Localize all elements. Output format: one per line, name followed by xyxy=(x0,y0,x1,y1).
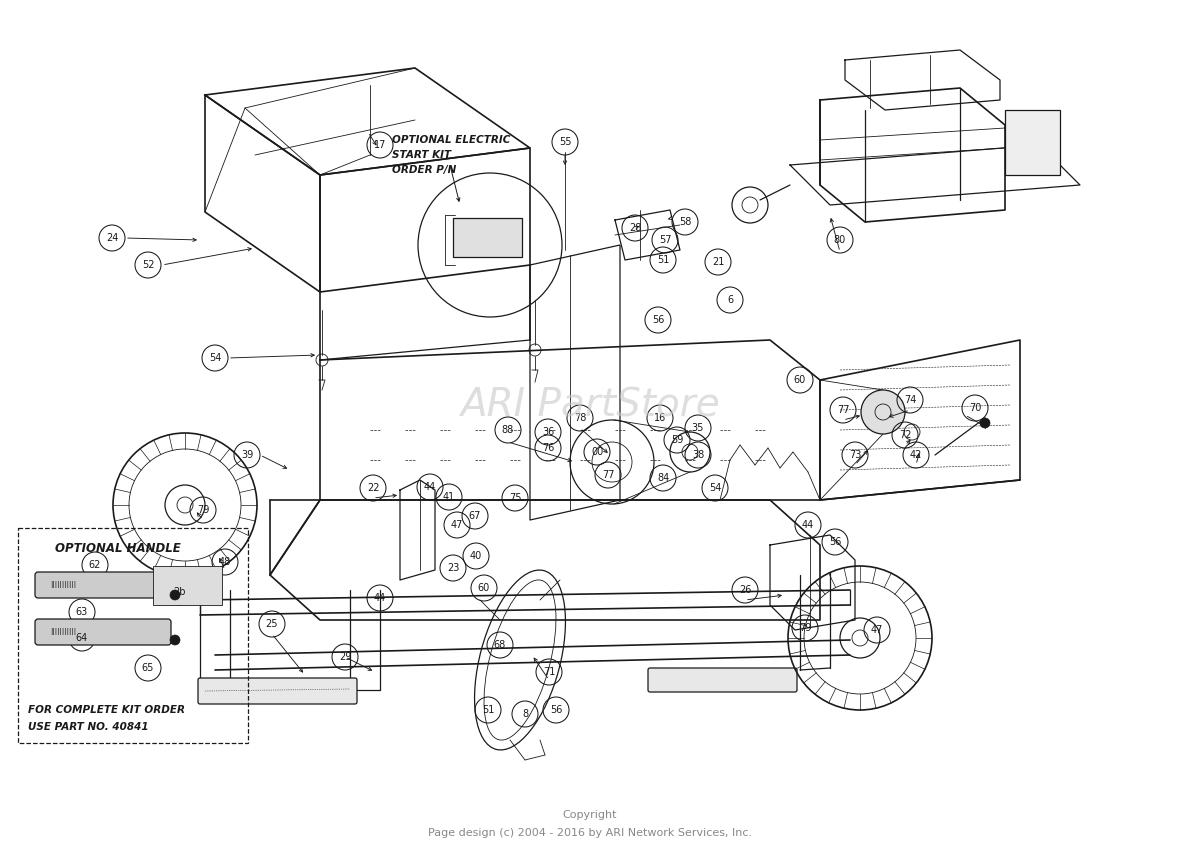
Text: 58: 58 xyxy=(678,217,691,227)
FancyBboxPatch shape xyxy=(153,566,222,605)
Text: 8: 8 xyxy=(522,709,529,719)
Text: 29: 29 xyxy=(339,652,352,662)
Text: 28: 28 xyxy=(629,223,641,233)
FancyBboxPatch shape xyxy=(198,678,358,704)
Text: 39: 39 xyxy=(241,450,254,460)
Text: OPTIONAL HANDLE: OPTIONAL HANDLE xyxy=(55,541,181,555)
Text: 2b: 2b xyxy=(173,587,186,597)
Text: 24: 24 xyxy=(106,233,118,243)
Text: 48: 48 xyxy=(218,557,231,567)
Text: 71: 71 xyxy=(543,667,555,677)
Text: 56: 56 xyxy=(550,705,562,715)
Circle shape xyxy=(170,590,181,600)
FancyBboxPatch shape xyxy=(1005,110,1060,175)
Text: 72: 72 xyxy=(899,430,911,440)
Text: 44: 44 xyxy=(374,593,386,603)
Text: 74: 74 xyxy=(904,395,916,405)
Text: FOR COMPLETE KIT ORDER: FOR COMPLETE KIT ORDER xyxy=(28,705,185,715)
Text: 62: 62 xyxy=(88,560,101,570)
Text: 52: 52 xyxy=(142,260,155,270)
Text: 44: 44 xyxy=(424,482,437,492)
Text: 56: 56 xyxy=(828,537,841,547)
Circle shape xyxy=(981,418,990,428)
Text: 25: 25 xyxy=(266,619,278,629)
FancyBboxPatch shape xyxy=(648,668,796,692)
Text: 78: 78 xyxy=(573,413,586,423)
Text: 77: 77 xyxy=(837,405,850,415)
Text: 23: 23 xyxy=(447,563,459,573)
Text: 70: 70 xyxy=(969,403,982,413)
Text: 65: 65 xyxy=(142,663,155,673)
Text: 40: 40 xyxy=(470,551,483,561)
Text: 51: 51 xyxy=(657,255,669,265)
Text: 26: 26 xyxy=(739,585,752,595)
Text: ORDER P/N: ORDER P/N xyxy=(392,165,457,175)
Text: 17: 17 xyxy=(374,140,386,150)
Text: 38: 38 xyxy=(691,450,704,460)
Circle shape xyxy=(170,635,181,645)
Text: 64: 64 xyxy=(76,633,88,643)
Text: 57: 57 xyxy=(658,235,671,245)
Text: 51: 51 xyxy=(481,705,494,715)
Text: 63: 63 xyxy=(76,607,88,617)
Circle shape xyxy=(177,497,194,513)
Text: 54: 54 xyxy=(709,483,721,493)
Text: 16: 16 xyxy=(654,413,667,423)
Text: 00: 00 xyxy=(591,447,603,457)
Text: 47: 47 xyxy=(451,520,464,530)
Text: 75: 75 xyxy=(509,493,522,503)
Text: 21: 21 xyxy=(712,257,725,267)
Text: 60: 60 xyxy=(794,375,806,385)
FancyBboxPatch shape xyxy=(35,572,171,598)
Text: 67: 67 xyxy=(468,511,481,521)
Circle shape xyxy=(861,390,905,434)
Text: 42: 42 xyxy=(910,450,923,460)
Text: 76: 76 xyxy=(542,443,555,453)
Text: OPTIONAL ELECTRIC: OPTIONAL ELECTRIC xyxy=(392,135,511,145)
Text: 55: 55 xyxy=(559,137,571,147)
Text: 41: 41 xyxy=(442,492,455,502)
Text: 36: 36 xyxy=(542,427,555,437)
Text: 6: 6 xyxy=(727,295,733,305)
Text: 79: 79 xyxy=(197,505,209,515)
Text: 73: 73 xyxy=(848,450,861,460)
Text: 60: 60 xyxy=(478,583,490,593)
Text: 56: 56 xyxy=(651,315,664,325)
Text: 35: 35 xyxy=(691,423,704,433)
Text: ARI PartStore: ARI PartStore xyxy=(460,387,720,425)
Text: |||||||||||: ||||||||||| xyxy=(50,628,77,635)
Text: 88: 88 xyxy=(502,425,514,435)
Text: 68: 68 xyxy=(494,640,506,650)
Text: 84: 84 xyxy=(657,473,669,483)
Text: |||||||||||: ||||||||||| xyxy=(50,581,77,588)
Text: START KIT: START KIT xyxy=(392,150,451,160)
Text: 47: 47 xyxy=(871,625,883,635)
Text: 54: 54 xyxy=(209,353,221,363)
Text: 22: 22 xyxy=(367,483,379,493)
Circle shape xyxy=(852,630,868,646)
Text: USE PART NO. 40841: USE PART NO. 40841 xyxy=(28,722,149,732)
Text: 80: 80 xyxy=(834,235,846,245)
Text: 79: 79 xyxy=(799,623,811,633)
FancyBboxPatch shape xyxy=(35,619,171,645)
Text: 44: 44 xyxy=(802,520,814,530)
FancyBboxPatch shape xyxy=(453,218,522,257)
Text: Copyright: Copyright xyxy=(563,810,617,820)
Text: 59: 59 xyxy=(670,435,683,445)
Text: 77: 77 xyxy=(602,470,615,480)
Text: Page design (c) 2004 - 2016 by ARI Network Services, Inc.: Page design (c) 2004 - 2016 by ARI Netwo… xyxy=(428,828,752,838)
